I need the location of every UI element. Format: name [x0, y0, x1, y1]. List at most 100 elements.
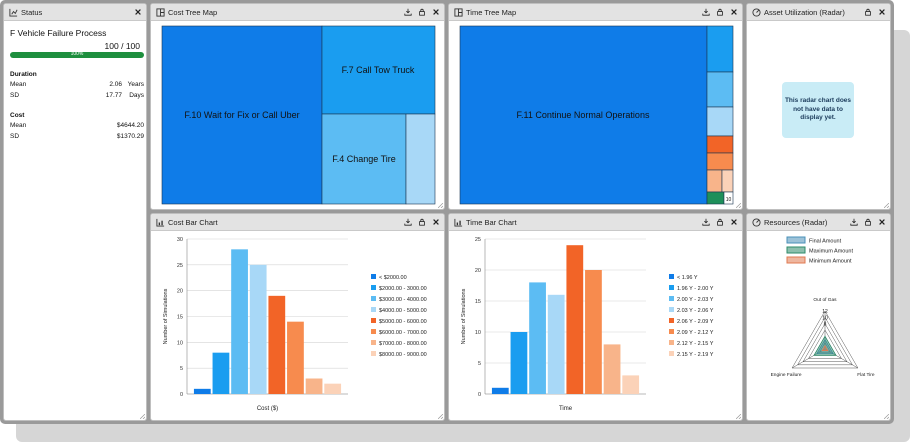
close-icon[interactable]	[431, 218, 440, 227]
legend-label[interactable]: $4000.00 - 5000.00	[379, 308, 427, 314]
bar[interactable]	[287, 321, 304, 394]
panel-header[interactable]: Time Tree Map	[449, 4, 742, 21]
legend-swatch[interactable]	[371, 351, 376, 356]
resize-handle[interactable]	[736, 414, 741, 419]
bar[interactable]	[622, 375, 640, 394]
download-icon[interactable]	[403, 218, 412, 227]
bar[interactable]	[529, 282, 546, 394]
legend-swatch[interactable]	[371, 307, 376, 312]
close-icon[interactable]	[877, 218, 886, 227]
panel-header[interactable]: Cost Bar Chart	[151, 214, 444, 231]
treemap-cell[interactable]	[706, 106, 734, 137]
legend-label[interactable]: $2000.00 - 3000.00	[379, 286, 427, 292]
treemap-cell[interactable]	[321, 113, 407, 205]
legend-swatch[interactable]	[669, 318, 674, 323]
bar[interactable]	[585, 270, 602, 394]
treemap-cell[interactable]	[405, 113, 436, 205]
close-icon[interactable]	[133, 8, 142, 17]
legend-label[interactable]: < 1.96 Y	[677, 275, 698, 281]
download-icon[interactable]	[403, 8, 412, 17]
legend-label[interactable]: $5000.00 - 6000.00	[379, 319, 427, 325]
treemap-cell[interactable]	[721, 169, 734, 193]
close-icon[interactable]	[431, 8, 440, 17]
resize-handle[interactable]	[884, 203, 889, 208]
bar[interactable]	[566, 245, 584, 394]
close-icon[interactable]	[729, 218, 738, 227]
legend-label[interactable]: $6000.00 - 7000.00	[379, 330, 427, 336]
legend-label[interactable]: 2.03 Y - 2.06 Y	[677, 308, 714, 314]
close-icon[interactable]	[729, 8, 738, 17]
legend-swatch[interactable]	[786, 246, 806, 254]
legend-swatch[interactable]	[371, 340, 376, 345]
bar[interactable]	[491, 387, 509, 394]
legend-swatch[interactable]	[669, 307, 674, 312]
resize-handle[interactable]	[140, 414, 145, 419]
bar[interactable]	[547, 294, 565, 394]
legend-swatch[interactable]	[669, 340, 674, 345]
bar[interactable]	[193, 388, 211, 394]
bar[interactable]	[305, 378, 323, 395]
lock-icon[interactable]	[417, 8, 426, 17]
legend-label[interactable]: $8000.00 - 9000.00	[379, 352, 427, 358]
bar[interactable]	[510, 332, 528, 394]
treemap-cell[interactable]	[706, 71, 734, 108]
download-icon[interactable]	[701, 8, 710, 17]
treemap-cell[interactable]	[321, 25, 436, 115]
lock-icon[interactable]	[863, 8, 872, 17]
treemap-cell[interactable]	[723, 191, 734, 205]
legend-swatch[interactable]	[371, 274, 376, 279]
legend-label[interactable]: 2.09 Y - 2.12 Y	[677, 330, 714, 336]
lock-icon[interactable]	[715, 8, 724, 17]
treemap-cell[interactable]	[706, 25, 734, 73]
lock-icon[interactable]	[863, 218, 872, 227]
bar[interactable]	[324, 383, 342, 394]
treemap-cell[interactable]	[706, 169, 723, 193]
legend-swatch[interactable]	[371, 285, 376, 290]
treemap-cell[interactable]	[459, 25, 708, 205]
legend-swatch[interactable]	[786, 236, 806, 244]
legend-swatch[interactable]	[786, 256, 806, 264]
legend-label[interactable]: < $2000.00	[379, 275, 407, 281]
download-icon[interactable]	[701, 218, 710, 227]
radar-series[interactable]	[821, 345, 829, 351]
resize-handle[interactable]	[438, 203, 443, 208]
bar[interactable]	[268, 295, 286, 394]
legend-label[interactable]: 1.96 Y - 2.00 Y	[677, 286, 714, 292]
treemap-cell[interactable]	[706, 152, 734, 171]
treemap-cell[interactable]	[706, 191, 725, 205]
legend-label[interactable]: 2.06 Y - 2.09 Y	[677, 319, 714, 325]
legend-swatch[interactable]	[669, 296, 674, 301]
panel-header[interactable]: Status	[4, 4, 146, 21]
bar[interactable]	[212, 352, 230, 394]
legend-swatch[interactable]	[371, 296, 376, 301]
legend-swatch[interactable]	[669, 285, 674, 290]
legend-label[interactable]: 2.00 Y - 2.03 Y	[677, 297, 714, 303]
legend-label[interactable]: $3000.00 - 4000.00	[379, 297, 427, 303]
panel-header[interactable]: Cost Tree Map	[151, 4, 444, 21]
download-icon[interactable]	[849, 218, 858, 227]
resize-handle[interactable]	[736, 203, 741, 208]
legend-swatch[interactable]	[669, 351, 674, 356]
panel-header[interactable]: Time Bar Chart	[449, 214, 742, 231]
panel-header[interactable]: Resources (Radar)	[747, 214, 890, 231]
treemap-cell[interactable]	[706, 135, 734, 154]
resize-handle[interactable]	[884, 414, 889, 419]
legend-swatch[interactable]	[669, 329, 674, 334]
legend-swatch[interactable]	[371, 318, 376, 323]
panel-header[interactable]: Asset Utilization (Radar)	[747, 4, 890, 21]
legend-swatch[interactable]	[669, 274, 674, 279]
lock-icon[interactable]	[417, 218, 426, 227]
legend-label[interactable]: 2.15 Y - 2.19 Y	[677, 352, 714, 358]
legend-label[interactable]: Final Amount	[809, 239, 842, 245]
lock-icon[interactable]	[715, 218, 724, 227]
bar[interactable]	[231, 249, 248, 394]
legend-label[interactable]: $7000.00 - 8000.00	[379, 341, 427, 347]
legend-label[interactable]: Minimum Amount	[809, 259, 852, 265]
treemap-cell[interactable]	[161, 25, 323, 205]
close-icon[interactable]	[877, 8, 886, 17]
bar[interactable]	[603, 344, 621, 394]
resize-handle[interactable]	[438, 414, 443, 419]
bar[interactable]	[249, 264, 267, 394]
legend-label[interactable]: Maximum Amount	[809, 249, 853, 255]
legend-swatch[interactable]	[371, 329, 376, 334]
